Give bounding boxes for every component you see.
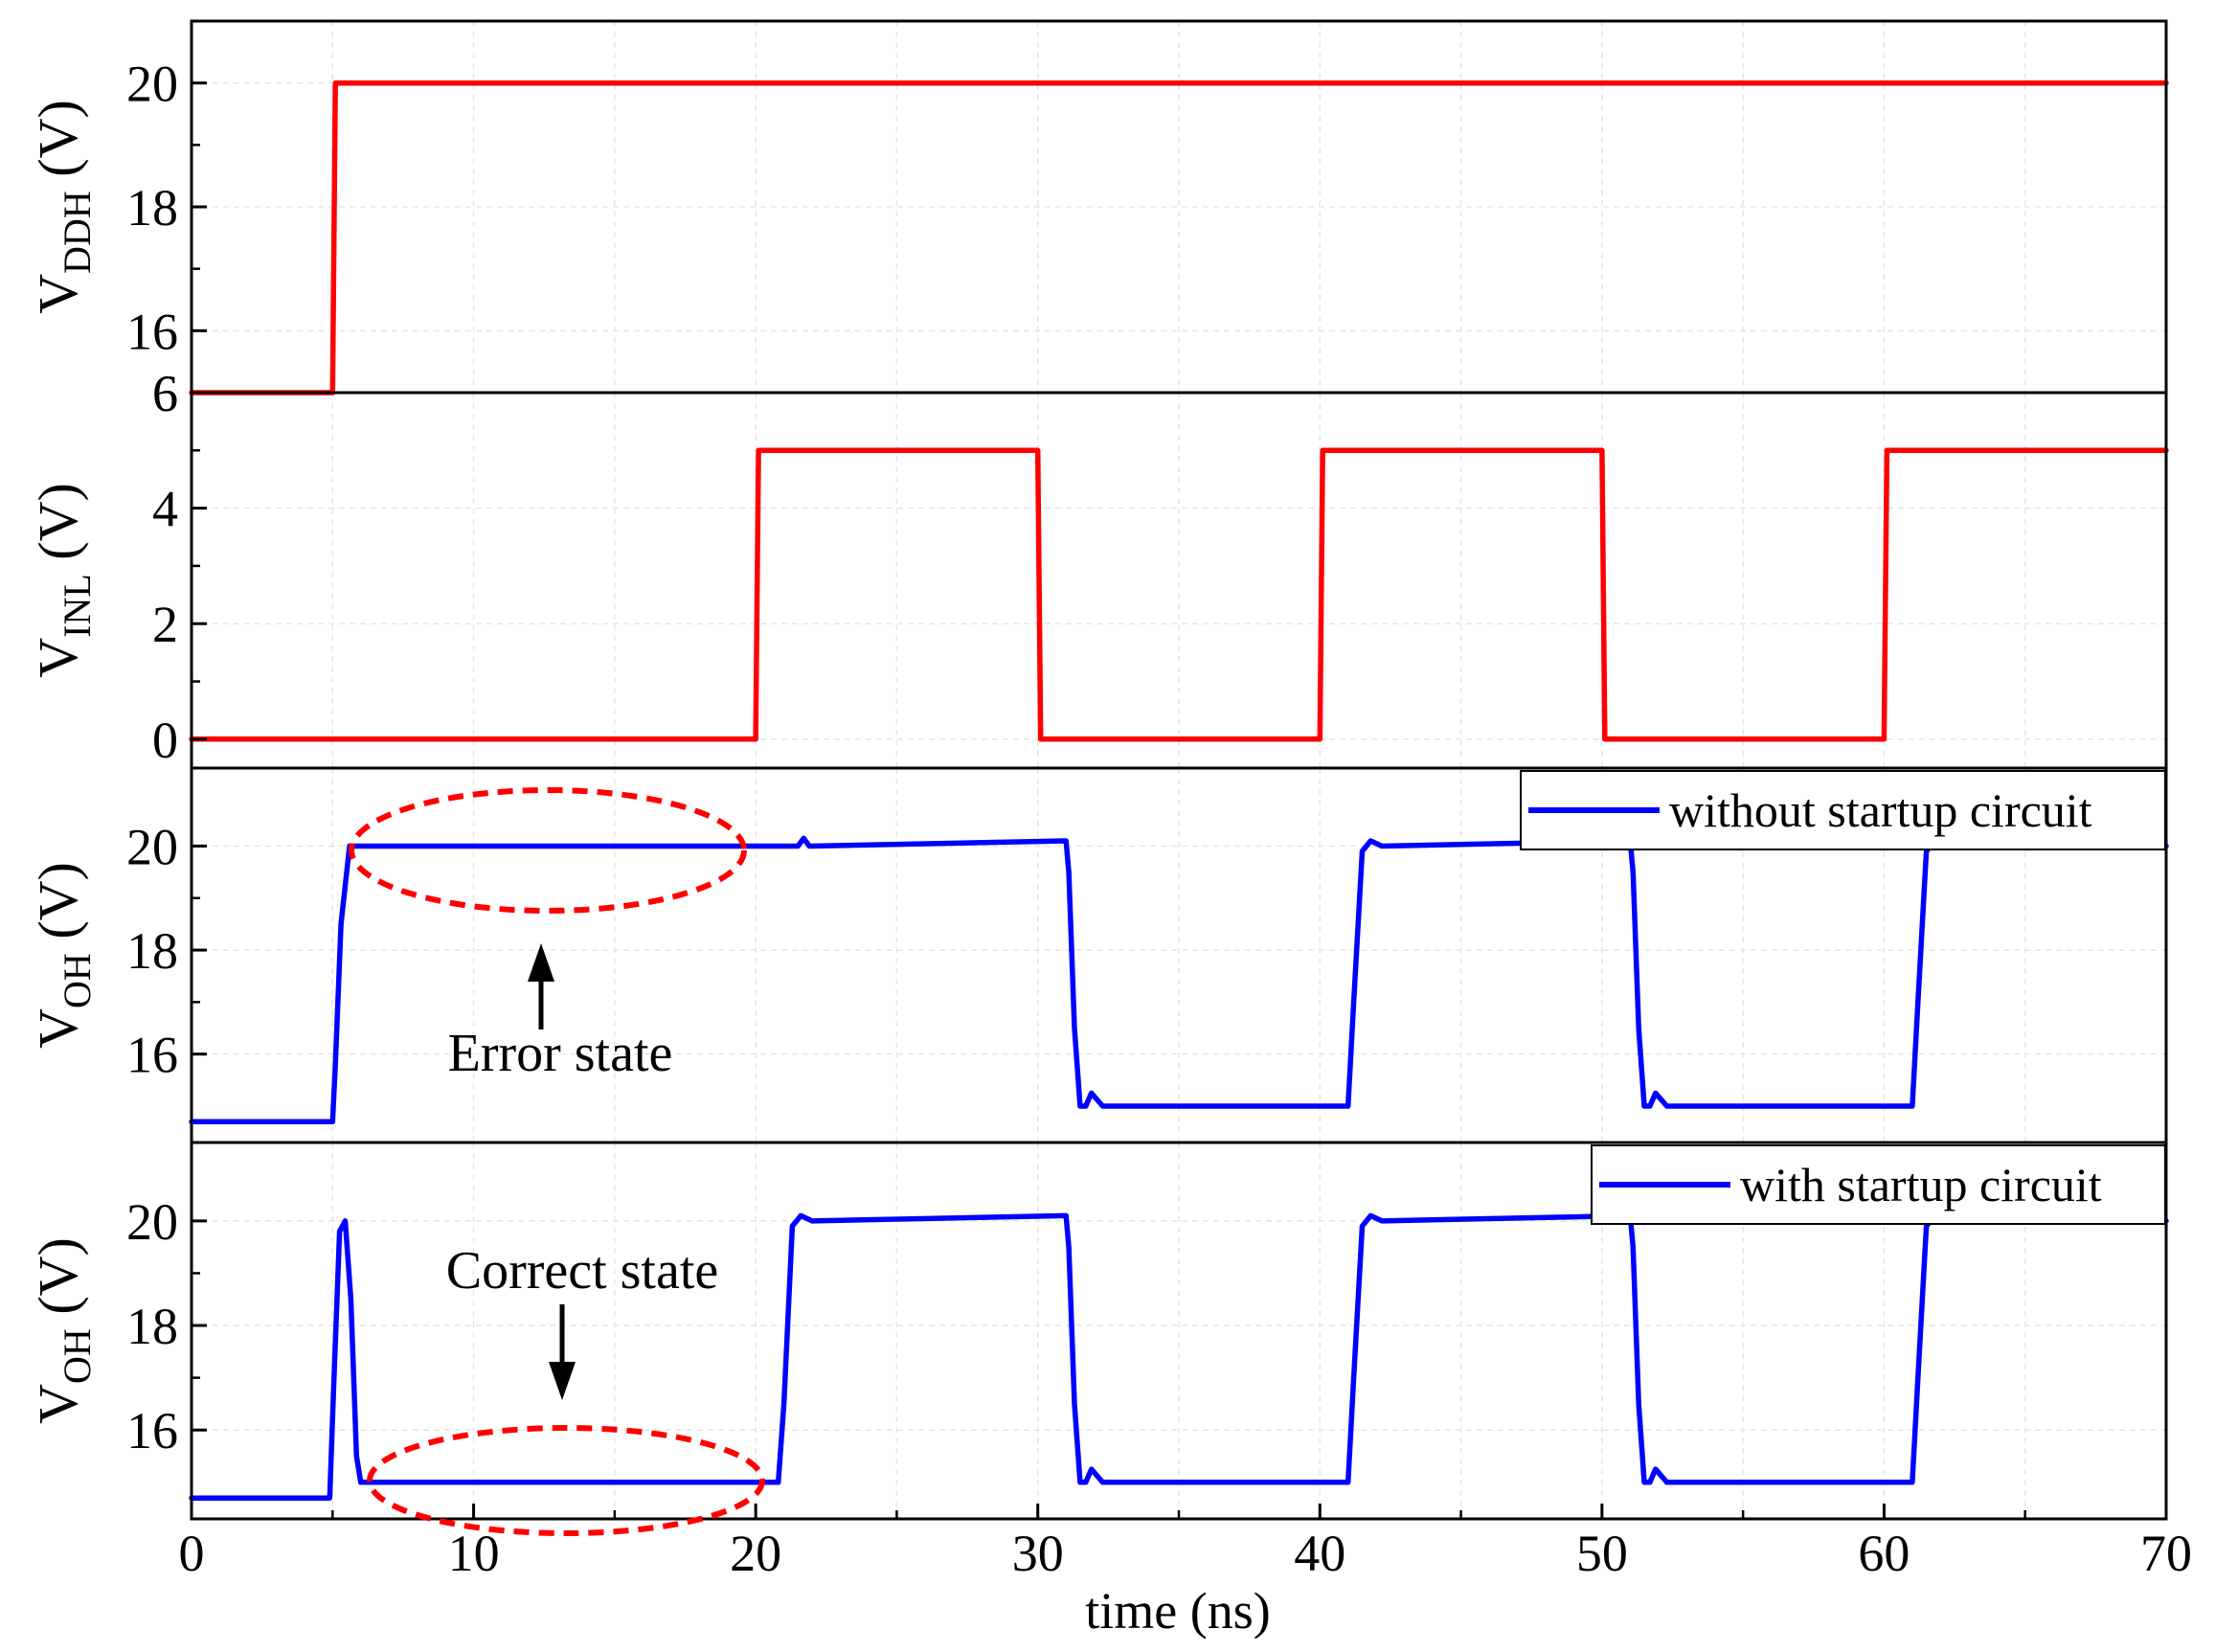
y-tick-label: 16 [126,303,178,360]
y-axis-label-main: V [27,1384,89,1424]
y-axis-label-sub: OH [56,953,99,1008]
legend-layer: without startup circuit with startup circ… [1520,770,2166,1225]
y-tick-label: 0 [152,712,178,769]
annotation-arrow-head [549,1362,576,1400]
y-axis-label-unit: (V) [27,1237,89,1328]
y-axis-label-unit: (V) [27,862,89,953]
annotation-layer: Error state Correct state [349,787,765,1536]
x-tick-label: 50 [1576,1525,1628,1582]
x-tick-label: 70 [2140,1525,2192,1582]
y-tick-label: 4 [152,481,178,538]
legend-label-voh1: without startup circuit [1669,783,2092,837]
y-axis-label-main: V [27,1008,89,1049]
y-axis-label-main: V [27,274,89,314]
y-axis-label-voh1: VOH (V) [27,862,99,1049]
annotation-correct-state: Correct state [446,1241,719,1301]
x-tick-label: 60 [1858,1525,1910,1582]
y-axis-label-unit: (V) [27,100,89,191]
highlight-ellipse [349,787,747,914]
y-tick-label: 18 [126,1298,178,1355]
y-tick-label: 20 [126,818,178,875]
y-axis-label-vinl: VINL (V) [27,483,99,678]
y-tick-label: 2 [152,596,178,653]
y-tick-label: 6 [152,365,178,422]
x-tick-label: 20 [730,1525,781,1582]
y-tick-label: 18 [126,922,178,980]
x-tick-label: 30 [1012,1525,1064,1582]
legend-label-voh2: with startup circuit [1740,1158,2102,1211]
y-tick-label: 6 [152,365,178,422]
x-tick-label: 0 [179,1525,205,1582]
y-axis-label-vddh: VDDH (V) [27,100,99,314]
annotation-error-state: Error state [448,1024,673,1083]
y-tick-label: 16 [126,1402,178,1460]
y-tick-label: 18 [126,179,178,237]
y-axis-label-main: V [27,638,89,678]
series-line-vinl-0 [189,447,2169,742]
y-tick-label: 20 [126,56,178,113]
x-tick-label: 40 [1294,1525,1345,1582]
y-axis-label-sub: DDH [56,191,99,274]
annotation-arrow-head [528,943,554,982]
y-axis-label-unit: (V) [27,483,89,574]
x-axis-label: time (ns) [1085,1582,1270,1640]
y-tick-label: 16 [126,1027,178,1084]
y-tick-label: 20 [126,1193,178,1251]
y-axis-label-sub: OH [56,1328,99,1384]
x-tick-label: 10 [448,1525,500,1582]
y-axis-label-voh2: VOH (V) [27,1237,99,1424]
y-axis-label-sub: INL [56,574,99,638]
series-line-voh1-0 [189,835,2169,1125]
series-line-voh2-0 [189,1212,2169,1501]
highlight-ellipse [367,1425,765,1536]
